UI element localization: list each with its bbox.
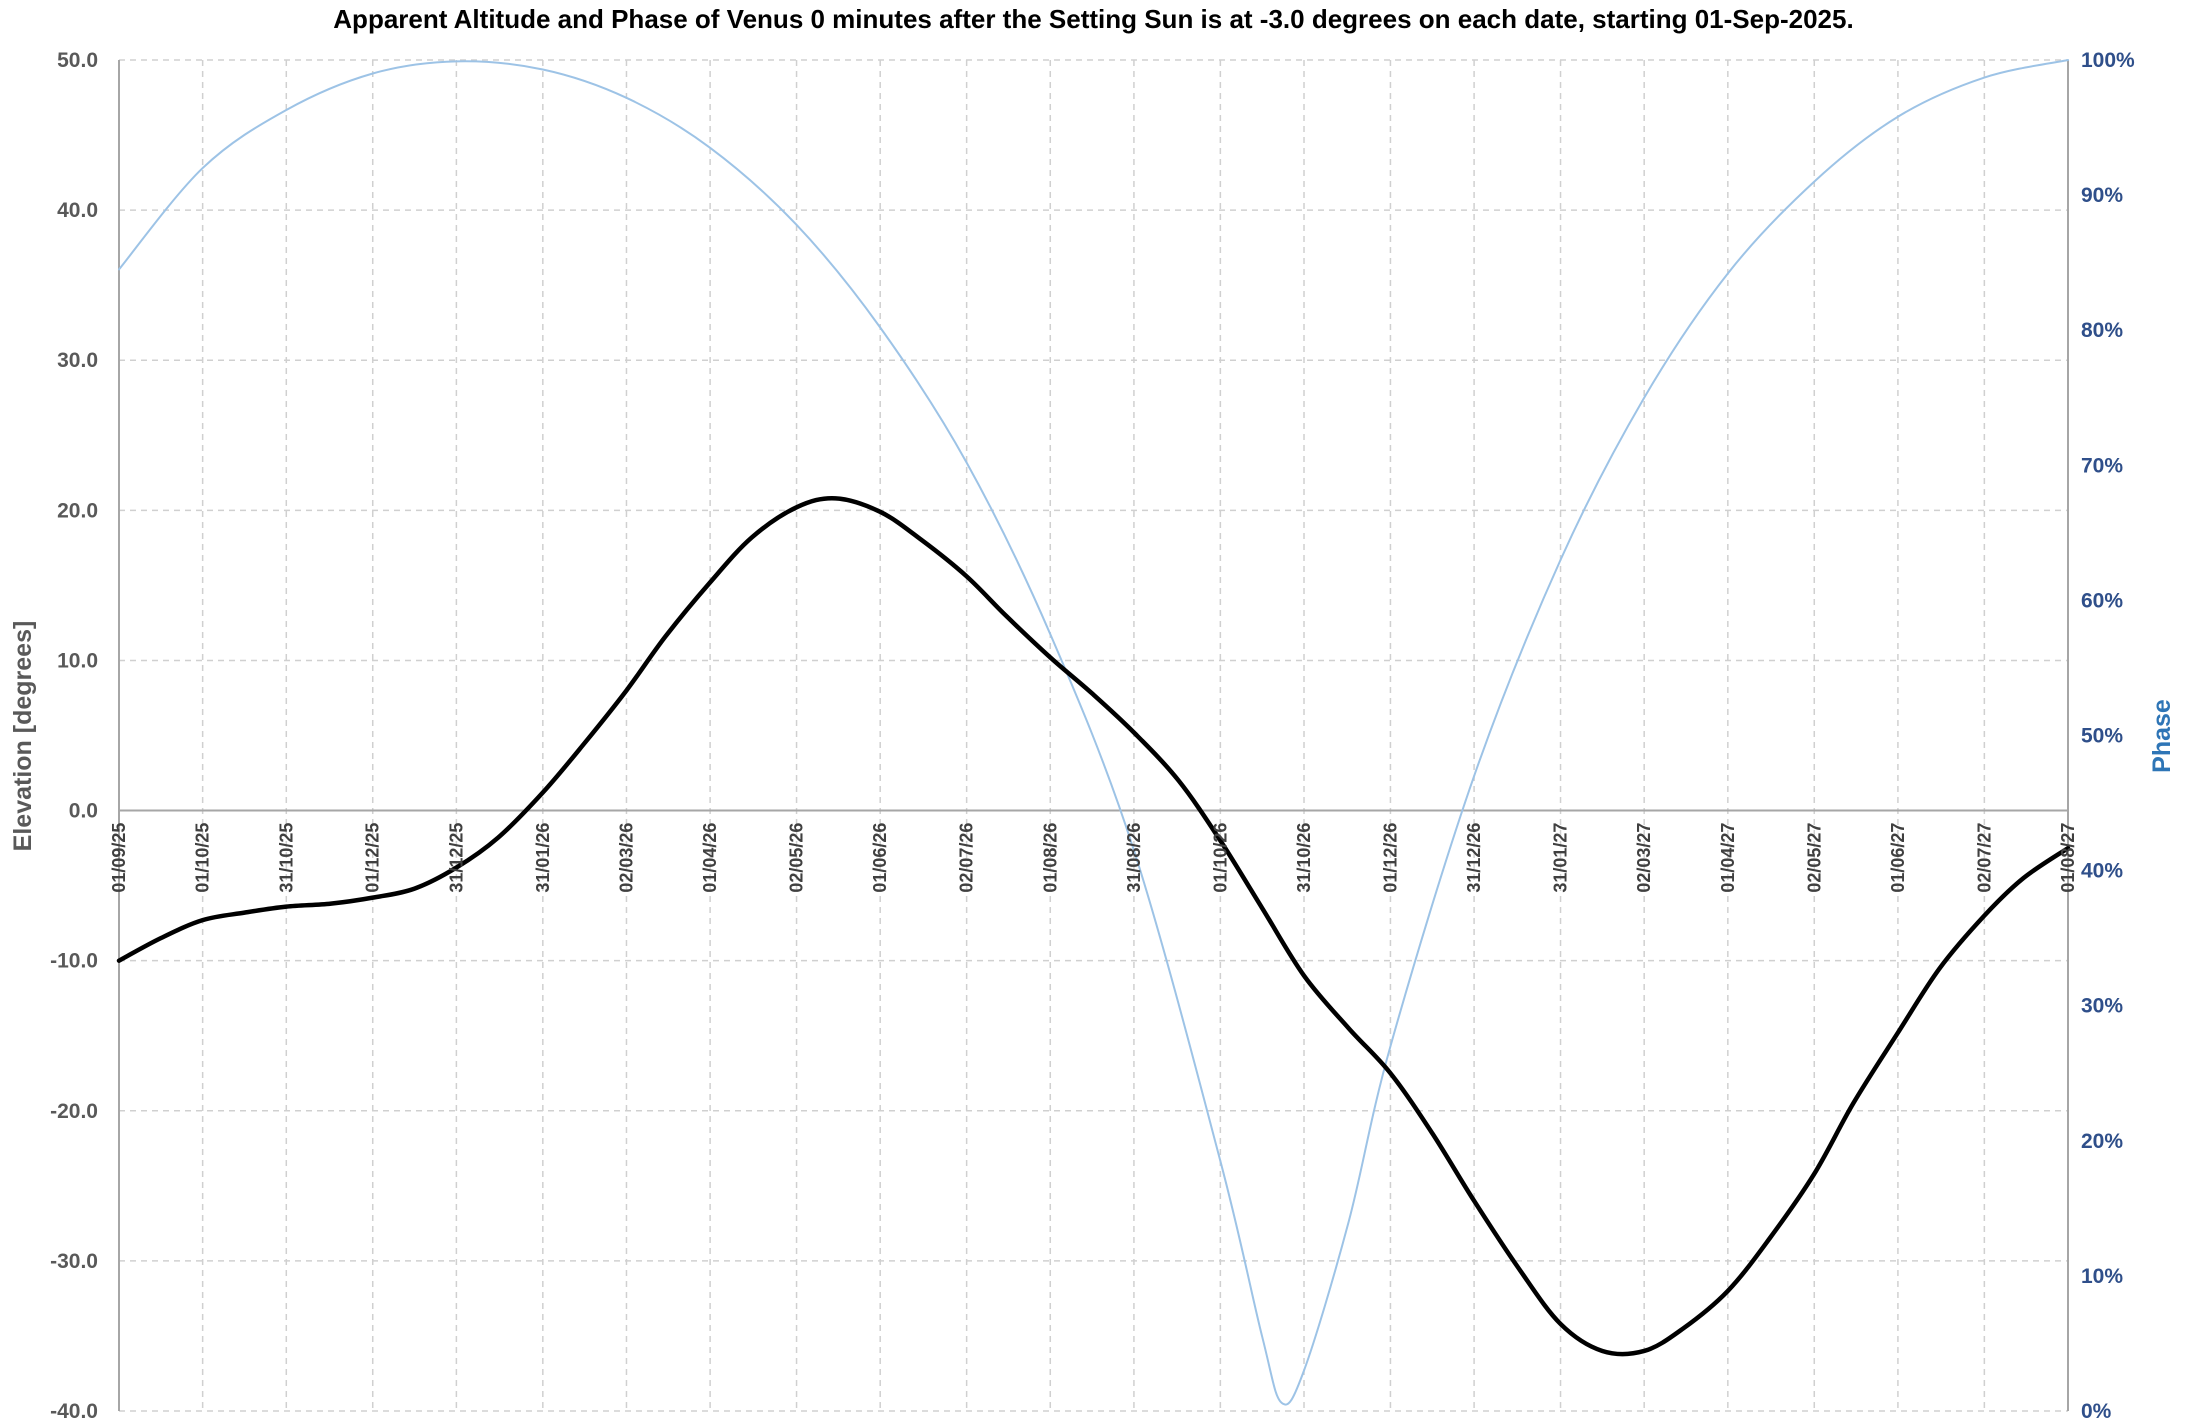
x-tick-label: 01/04/26 [700, 823, 720, 893]
y-tick-label: 0.0 [69, 800, 98, 823]
y-tick-label: 30.0 [57, 349, 98, 372]
y2-tick-label: 10% [2081, 1265, 2123, 1288]
y-tick-label: -30.0 [50, 1250, 98, 1273]
x-tick-label: 31/08/26 [1124, 823, 1144, 893]
y2-tick-label: 50% [2081, 725, 2123, 748]
x-tick-label: 02/05/26 [787, 823, 807, 893]
horizontal-gridlines [119, 59, 2068, 1412]
y2-tick-label: 20% [2081, 1130, 2123, 1153]
y-tick-label: 20.0 [57, 499, 98, 522]
x-tick-label: 01/10/26 [1210, 823, 1230, 893]
x-tick-label: 02/07/26 [957, 823, 977, 893]
series-layer [116, 59, 2071, 1406]
y-tick-label: -20.0 [50, 1100, 98, 1123]
x-tick-label: 31/01/27 [1551, 823, 1571, 893]
x-tick-label: 01/12/26 [1380, 823, 1400, 893]
y2-tick-label: 80% [2081, 319, 2123, 342]
left-axis-tick-labels: 50.0 40.0 30.0 20.0 10.0 0.0 -10.0 -20.0 -30.0 -4… [50, 49, 98, 1423]
y-tick-label: 10.0 [57, 649, 98, 672]
x-tick-label: 01/10/25 [193, 823, 213, 893]
y2-tick-label: 40% [2081, 860, 2123, 883]
y2-tick-label: 60% [2081, 589, 2123, 612]
x-tick-label: 01/12/25 [363, 823, 383, 893]
y-tick-label: 50.0 [57, 49, 98, 72]
y-tick-label: -10.0 [50, 950, 98, 973]
x-tick-label: 31/10/26 [1294, 823, 1314, 893]
x-tick-label: 01/09/25 [109, 823, 129, 893]
x-tick-label: 31/01/26 [533, 823, 553, 893]
y-tick-label: 40.0 [57, 199, 98, 222]
x-tick-label: 02/03/26 [616, 823, 636, 893]
x-tick-label: 31/10/25 [276, 823, 296, 893]
y2-tick-label: 30% [2081, 995, 2123, 1018]
y2-tick-label: 0% [2081, 1400, 2112, 1423]
phase-series-line [118, 59, 2069, 1406]
x-tick-label: 01/08/26 [1040, 823, 1060, 893]
x-tick-label: 01/06/27 [1888, 823, 1908, 893]
axes [118, 60, 2069, 1411]
elevation-series-line [116, 495, 2071, 1357]
x-tick-label: 31/12/26 [1464, 823, 1484, 893]
chart-title: Apparent Altitude and Phase of Venus 0 m… [333, 4, 1854, 34]
right-axis-tick-labels: 100% 90% 80% 70% 60% 50% 40% 30% 20% 10% 0% [2081, 49, 2135, 1423]
y2-tick-label: 90% [2081, 184, 2123, 207]
left-axis-label: Elevation [degrees] [9, 621, 37, 852]
y2-tick-label: 100% [2081, 49, 2135, 72]
x-tick-label: 01/04/27 [1718, 823, 1738, 893]
x-axis-tick-labels: 01/09/25 01/10/25 31/10/25 01/12/25 31/12/25… [109, 823, 2078, 893]
right-axis-label: Phase [2148, 699, 2176, 773]
x-tick-label: 01/08/27 [2058, 823, 2078, 893]
x-tick-label: 02/05/27 [1804, 823, 1824, 893]
x-tick-label: 01/06/26 [870, 823, 890, 893]
x-tick-label: 31/12/25 [446, 823, 466, 893]
x-tick-label: 02/07/27 [1974, 823, 1994, 893]
y2-tick-label: 70% [2081, 454, 2123, 477]
y-tick-label: -40.0 [50, 1400, 98, 1423]
x-tick-label: 02/03/27 [1634, 823, 1654, 893]
